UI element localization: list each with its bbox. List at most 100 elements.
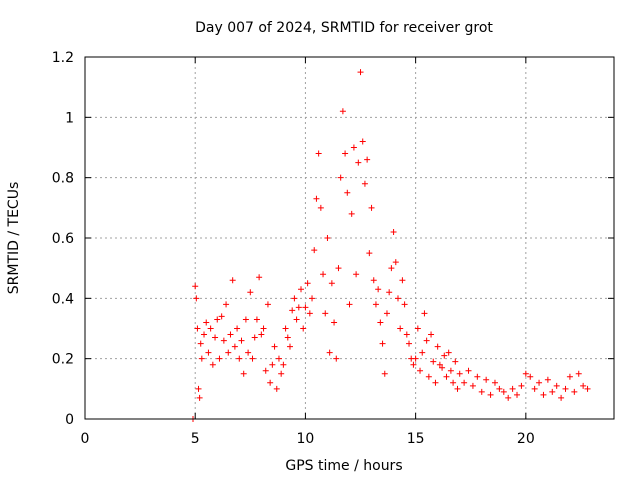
data-point [234, 325, 241, 332]
data-point [381, 370, 388, 377]
data-point [522, 370, 529, 377]
y-tick-label: 0.6 [52, 231, 74, 247]
data-point [366, 250, 373, 257]
data-point [487, 391, 494, 398]
data-point [417, 367, 424, 374]
data-point [251, 334, 258, 341]
data-point [518, 382, 525, 389]
data-point [282, 325, 289, 332]
data-point [205, 349, 212, 356]
data-point [275, 355, 282, 362]
data-point [474, 373, 481, 380]
data-point [465, 367, 472, 374]
data-point [452, 358, 459, 365]
data-point [536, 379, 543, 386]
data-point [394, 295, 401, 302]
x-tick-label: 0 [81, 431, 90, 447]
data-point [320, 271, 327, 278]
x-tick-label: 15 [407, 431, 425, 447]
chart-title: Day 007 of 2024, SRMTID for receiver gro… [195, 20, 493, 36]
data-point [194, 325, 201, 332]
data-point [450, 379, 457, 386]
data-point [491, 379, 498, 386]
data-point [331, 319, 338, 326]
data-point [324, 235, 331, 241]
data-point [196, 394, 203, 401]
data-point [278, 370, 285, 377]
data-point [273, 385, 280, 392]
y-tick-label: 0.4 [52, 291, 74, 307]
y-tick-label: 0.2 [52, 352, 74, 368]
data-point [218, 313, 225, 320]
data-point [575, 370, 582, 377]
data-point [434, 343, 441, 350]
data-point [300, 325, 307, 332]
y-tick-label: 1.2 [52, 50, 74, 66]
data-point [193, 295, 200, 302]
data-point [286, 343, 293, 350]
data-point [372, 301, 379, 308]
data-point [291, 295, 298, 302]
data-point [531, 385, 538, 392]
data-point [456, 370, 463, 377]
data-point [509, 385, 516, 392]
data-point [361, 180, 368, 187]
data-point [584, 385, 591, 392]
data-point [397, 325, 404, 332]
data-point [386, 289, 393, 296]
data-point [478, 388, 485, 395]
data-point [359, 138, 366, 145]
data-point [500, 388, 507, 395]
data-point [258, 331, 265, 338]
data-point [212, 334, 219, 341]
data-point [425, 373, 432, 380]
data-point [247, 289, 254, 296]
data-point [421, 310, 428, 317]
data-point [326, 349, 333, 356]
plot-border [84, 56, 615, 420]
data-point [295, 304, 302, 311]
data-point [207, 325, 214, 332]
data-point [203, 319, 210, 326]
data-point [322, 310, 329, 317]
data-point [403, 331, 410, 338]
data-point [514, 391, 521, 398]
data-point [357, 69, 364, 76]
data-point [236, 355, 243, 362]
data-point [430, 358, 437, 365]
data-point [428, 331, 435, 338]
data-point [375, 286, 382, 293]
data-point [238, 337, 245, 344]
data-point [441, 352, 448, 359]
data-point [214, 316, 221, 323]
data-point [370, 277, 377, 284]
data-point [348, 210, 355, 217]
data-point [289, 307, 296, 314]
data-point [412, 355, 419, 362]
data-point [505, 394, 512, 401]
data-point [195, 385, 202, 392]
data-point [264, 301, 271, 308]
data-point [201, 331, 208, 338]
data-point [304, 280, 311, 287]
data-point [549, 388, 556, 395]
data-point [423, 337, 430, 344]
data-point [401, 301, 408, 308]
data-point [342, 150, 349, 157]
x-tick-label: 5 [191, 431, 200, 447]
data-point [436, 361, 443, 368]
data-point [414, 325, 421, 332]
data-point [571, 388, 578, 395]
data-point [309, 295, 316, 302]
data-point [392, 259, 399, 266]
data-point [209, 361, 216, 368]
data-point [302, 304, 309, 311]
data-point [339, 108, 346, 115]
data-point [280, 361, 287, 368]
x-tick-label: 20 [517, 431, 535, 447]
data-point [293, 316, 300, 323]
data-point [383, 310, 390, 317]
data-point [379, 340, 386, 347]
data-point [353, 271, 360, 278]
